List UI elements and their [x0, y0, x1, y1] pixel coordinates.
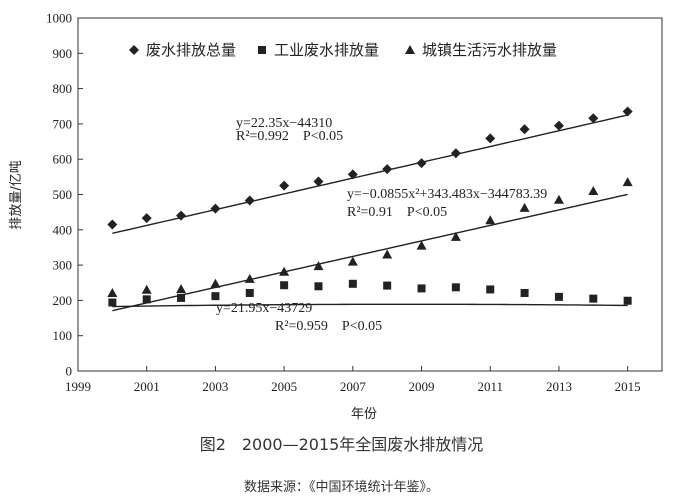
- trend-line: [112, 193, 628, 312]
- r-squared-line: R²=0.91 P<0.05: [347, 205, 447, 220]
- wastewater-chart: 0 100 200 300 400 500 600 700 800 900 1000 1999 2001…: [9, 11, 663, 422]
- square-point: [314, 282, 323, 291]
- square-point: [451, 283, 460, 292]
- triangle-point: [347, 256, 358, 266]
- legend-square-icon: [258, 46, 266, 54]
- x-tick-label: 2003: [202, 379, 228, 394]
- triangle-point: [244, 273, 255, 283]
- y-axis-title: 排放量/亿吨: [9, 160, 24, 229]
- x-tick-label: 2005: [271, 379, 297, 394]
- y-tick-label: 800: [53, 81, 73, 96]
- trend-line: [112, 114, 628, 235]
- triangle-point: [107, 287, 118, 297]
- diamond-point: [279, 180, 290, 191]
- legend-label: 城镇生活污水排放量: [422, 41, 557, 59]
- y-tick-label: 1000: [46, 11, 72, 26]
- source-note: 数据来源：《中国环境统计年鉴》。: [243, 480, 439, 495]
- x-tick-label: 1999: [65, 379, 91, 394]
- legend-triangle-icon: [405, 45, 415, 54]
- legend-label: 废水排放总量: [146, 41, 236, 59]
- diamond-point: [622, 106, 633, 117]
- y-tick-label: 900: [53, 46, 73, 61]
- y-tick-label: 100: [53, 328, 73, 343]
- r-squared-line: R²=0.992 P<0.05: [236, 129, 343, 144]
- triangle-point: [279, 266, 290, 276]
- triangle-point: [313, 261, 324, 271]
- trend-lines: [112, 114, 628, 312]
- triangle-point: [210, 278, 221, 288]
- triangle-point: [141, 284, 152, 294]
- diamond-point: [519, 124, 530, 135]
- diamond-point: [588, 113, 599, 124]
- square-point: [245, 288, 254, 297]
- diamond-point: [313, 176, 324, 187]
- trend-line: [112, 303, 628, 308]
- square-point: [623, 296, 632, 305]
- x-tick-label: 2007: [340, 379, 367, 394]
- x-tick-label: 2001: [134, 379, 160, 394]
- square-point: [554, 292, 563, 301]
- triangle-point: [622, 177, 633, 187]
- x-tick-label: 2013: [546, 379, 572, 394]
- x-tick-label: 2011: [477, 379, 503, 394]
- diamond-point: [244, 195, 255, 206]
- y-tick-label: 200: [53, 293, 73, 308]
- equation-line: y=22.35x−44310: [236, 116, 332, 131]
- legend: 废水排放总量 工业废水排放量 城镇生活污水排放量: [129, 41, 557, 59]
- y-tick-label: 700: [53, 116, 73, 131]
- square-point: [177, 293, 186, 302]
- equation-line: y=21.95x−43729: [216, 301, 312, 316]
- data-points: [107, 106, 633, 307]
- square-point: [589, 294, 598, 303]
- y-tick-label: 600: [53, 152, 73, 167]
- x-tick-label: 2009: [409, 379, 435, 394]
- equation-line: y=−0.0855x²+343.483x−344783.39: [347, 187, 547, 202]
- square-point: [108, 298, 117, 307]
- triangle-point: [519, 202, 530, 212]
- square-point: [520, 288, 529, 297]
- x-axis-title: 年份: [351, 407, 377, 422]
- y-tick-label: 300: [53, 258, 73, 273]
- axes: 0 100 200 300 400 500 600 700 800 900 1000 1999 2001…: [46, 11, 663, 394]
- legend-label: 工业废水排放量: [274, 41, 379, 59]
- y-tick-label: 400: [53, 222, 73, 237]
- y-tick-label: 500: [53, 187, 73, 202]
- diamond-point: [210, 203, 221, 214]
- diamond-point: [416, 158, 427, 169]
- square-point: [280, 281, 289, 290]
- triangle-point: [588, 185, 599, 195]
- triangle-point: [416, 240, 427, 250]
- diamond-point: [485, 133, 496, 144]
- triangle-point: [553, 194, 564, 204]
- square-point: [486, 285, 495, 294]
- diamond-point: [107, 219, 118, 230]
- triangle-point: [176, 284, 187, 294]
- square-point: [417, 284, 426, 293]
- square-point: [383, 281, 392, 290]
- triangle-point: [382, 249, 393, 259]
- diamond-point: [347, 169, 358, 180]
- triangle-point: [450, 231, 461, 241]
- diamond-point: [382, 164, 393, 175]
- diamond-point: [450, 148, 461, 159]
- y-tick-label: 0: [66, 364, 73, 379]
- square-point: [211, 292, 220, 301]
- triangle-point: [485, 215, 496, 225]
- square-point: [348, 279, 357, 288]
- r-squared-line: R²=0.959 P<0.05: [275, 319, 382, 334]
- x-tick-label: 2015: [615, 379, 641, 394]
- legend-diamond-icon: [129, 45, 139, 55]
- diamond-point: [176, 210, 187, 221]
- square-point: [142, 295, 151, 304]
- diamond-point: [553, 120, 564, 131]
- figure-caption: 图2 2000—2015年全国废水排放情况: [199, 435, 484, 454]
- diamond-point: [141, 213, 152, 224]
